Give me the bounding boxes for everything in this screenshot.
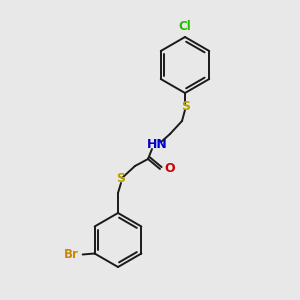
Text: Cl: Cl — [178, 20, 191, 33]
Text: Br: Br — [64, 248, 79, 261]
Text: O: O — [164, 161, 175, 175]
Text: S: S — [116, 172, 125, 184]
Text: S: S — [182, 100, 190, 112]
Text: HN: HN — [147, 139, 167, 152]
